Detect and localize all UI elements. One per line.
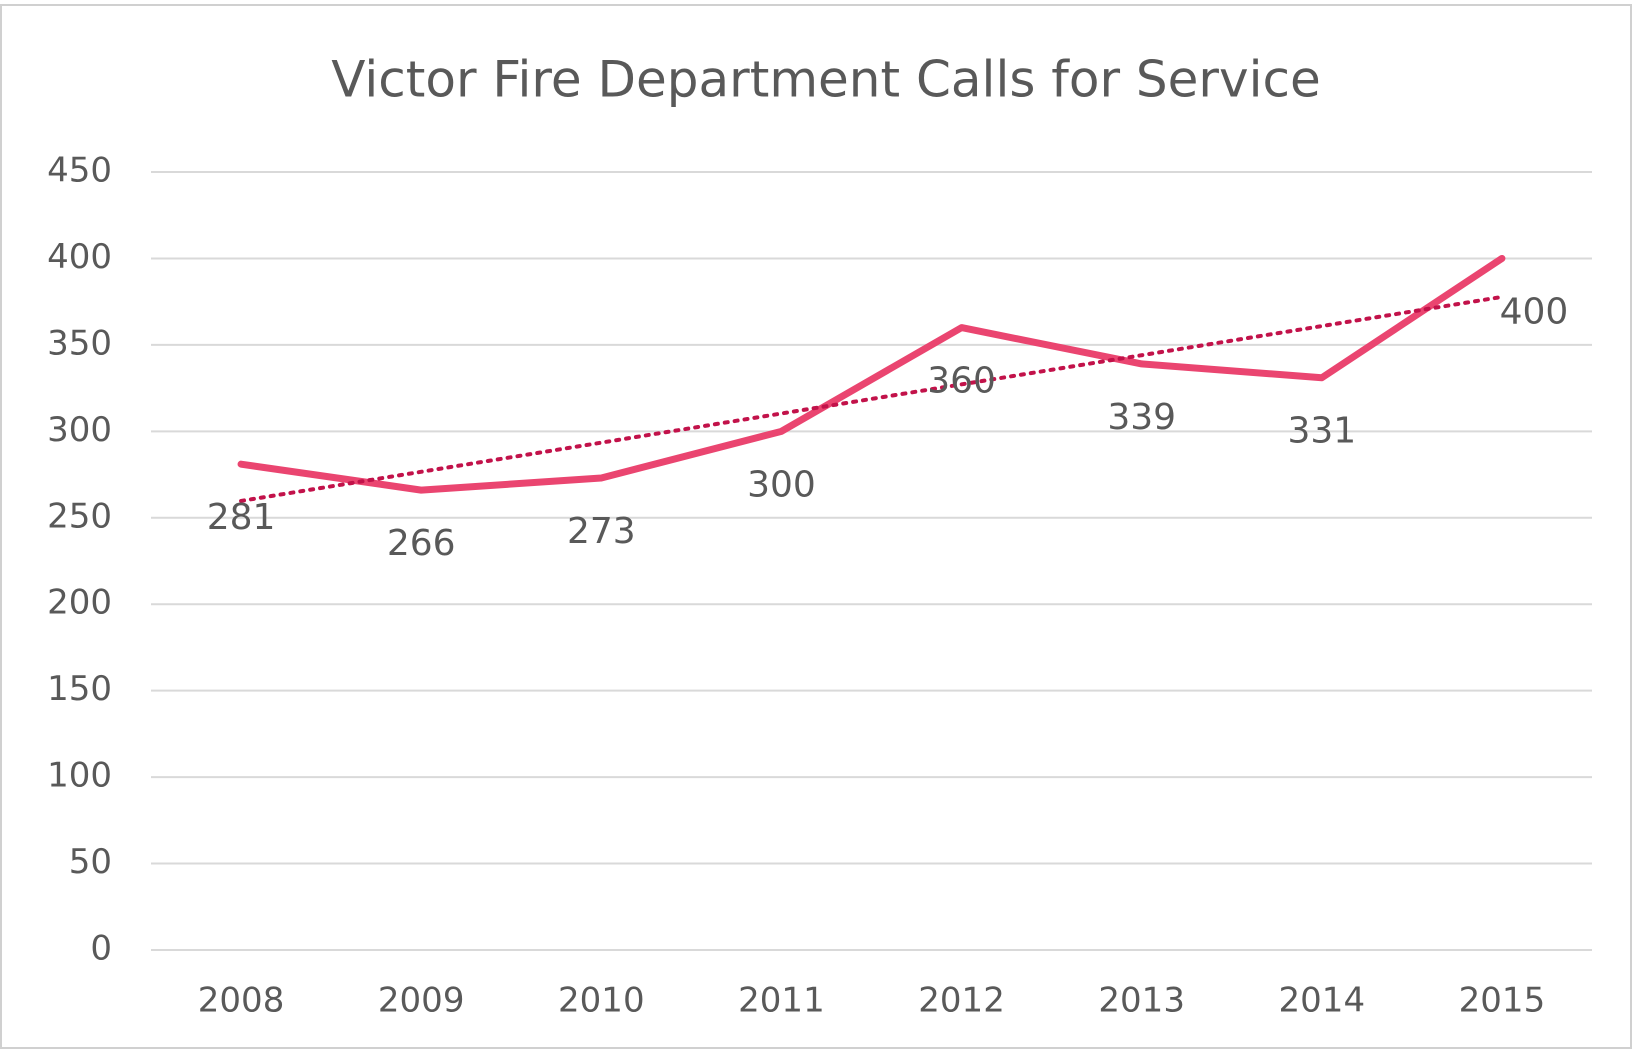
y-tick-label: 0 [90, 929, 112, 969]
data-label: 281 [207, 497, 276, 538]
data-label: 360 [927, 361, 996, 402]
x-tick-label: 2012 [918, 981, 1005, 1021]
y-tick-label: 150 [47, 669, 112, 709]
data-label: 400 [1500, 291, 1569, 332]
data-label: 266 [387, 523, 456, 564]
data-label: 273 [567, 511, 636, 552]
y-tick-label: 100 [47, 756, 112, 796]
x-tick-label: 2014 [1279, 981, 1366, 1021]
y-tick-label: 350 [47, 323, 112, 363]
x-tick-label: 2008 [198, 981, 285, 1021]
chart-frame [0, 4, 1632, 1049]
y-tick-label: 450 [47, 151, 112, 191]
y-tick-label: 200 [47, 583, 112, 623]
x-tick-label: 2009 [378, 981, 465, 1021]
x-tick-label: 2015 [1459, 981, 1546, 1021]
chart-title: Victor Fire Department Calls for Service [331, 51, 1320, 109]
x-tick-label: 2013 [1098, 981, 1185, 1021]
y-tick-label: 300 [47, 410, 112, 450]
x-tick-label: 2011 [738, 981, 825, 1021]
x-tick-label: 2010 [558, 981, 645, 1021]
data-label: 300 [747, 464, 816, 505]
y-tick-label: 400 [47, 237, 112, 277]
y-tick-label: 250 [47, 496, 112, 536]
y-tick-label: 50 [69, 842, 112, 882]
data-label: 331 [1287, 411, 1356, 452]
trendline [239, 294, 1504, 503]
data-line [237, 254, 1506, 494]
data-label: 339 [1107, 397, 1176, 438]
